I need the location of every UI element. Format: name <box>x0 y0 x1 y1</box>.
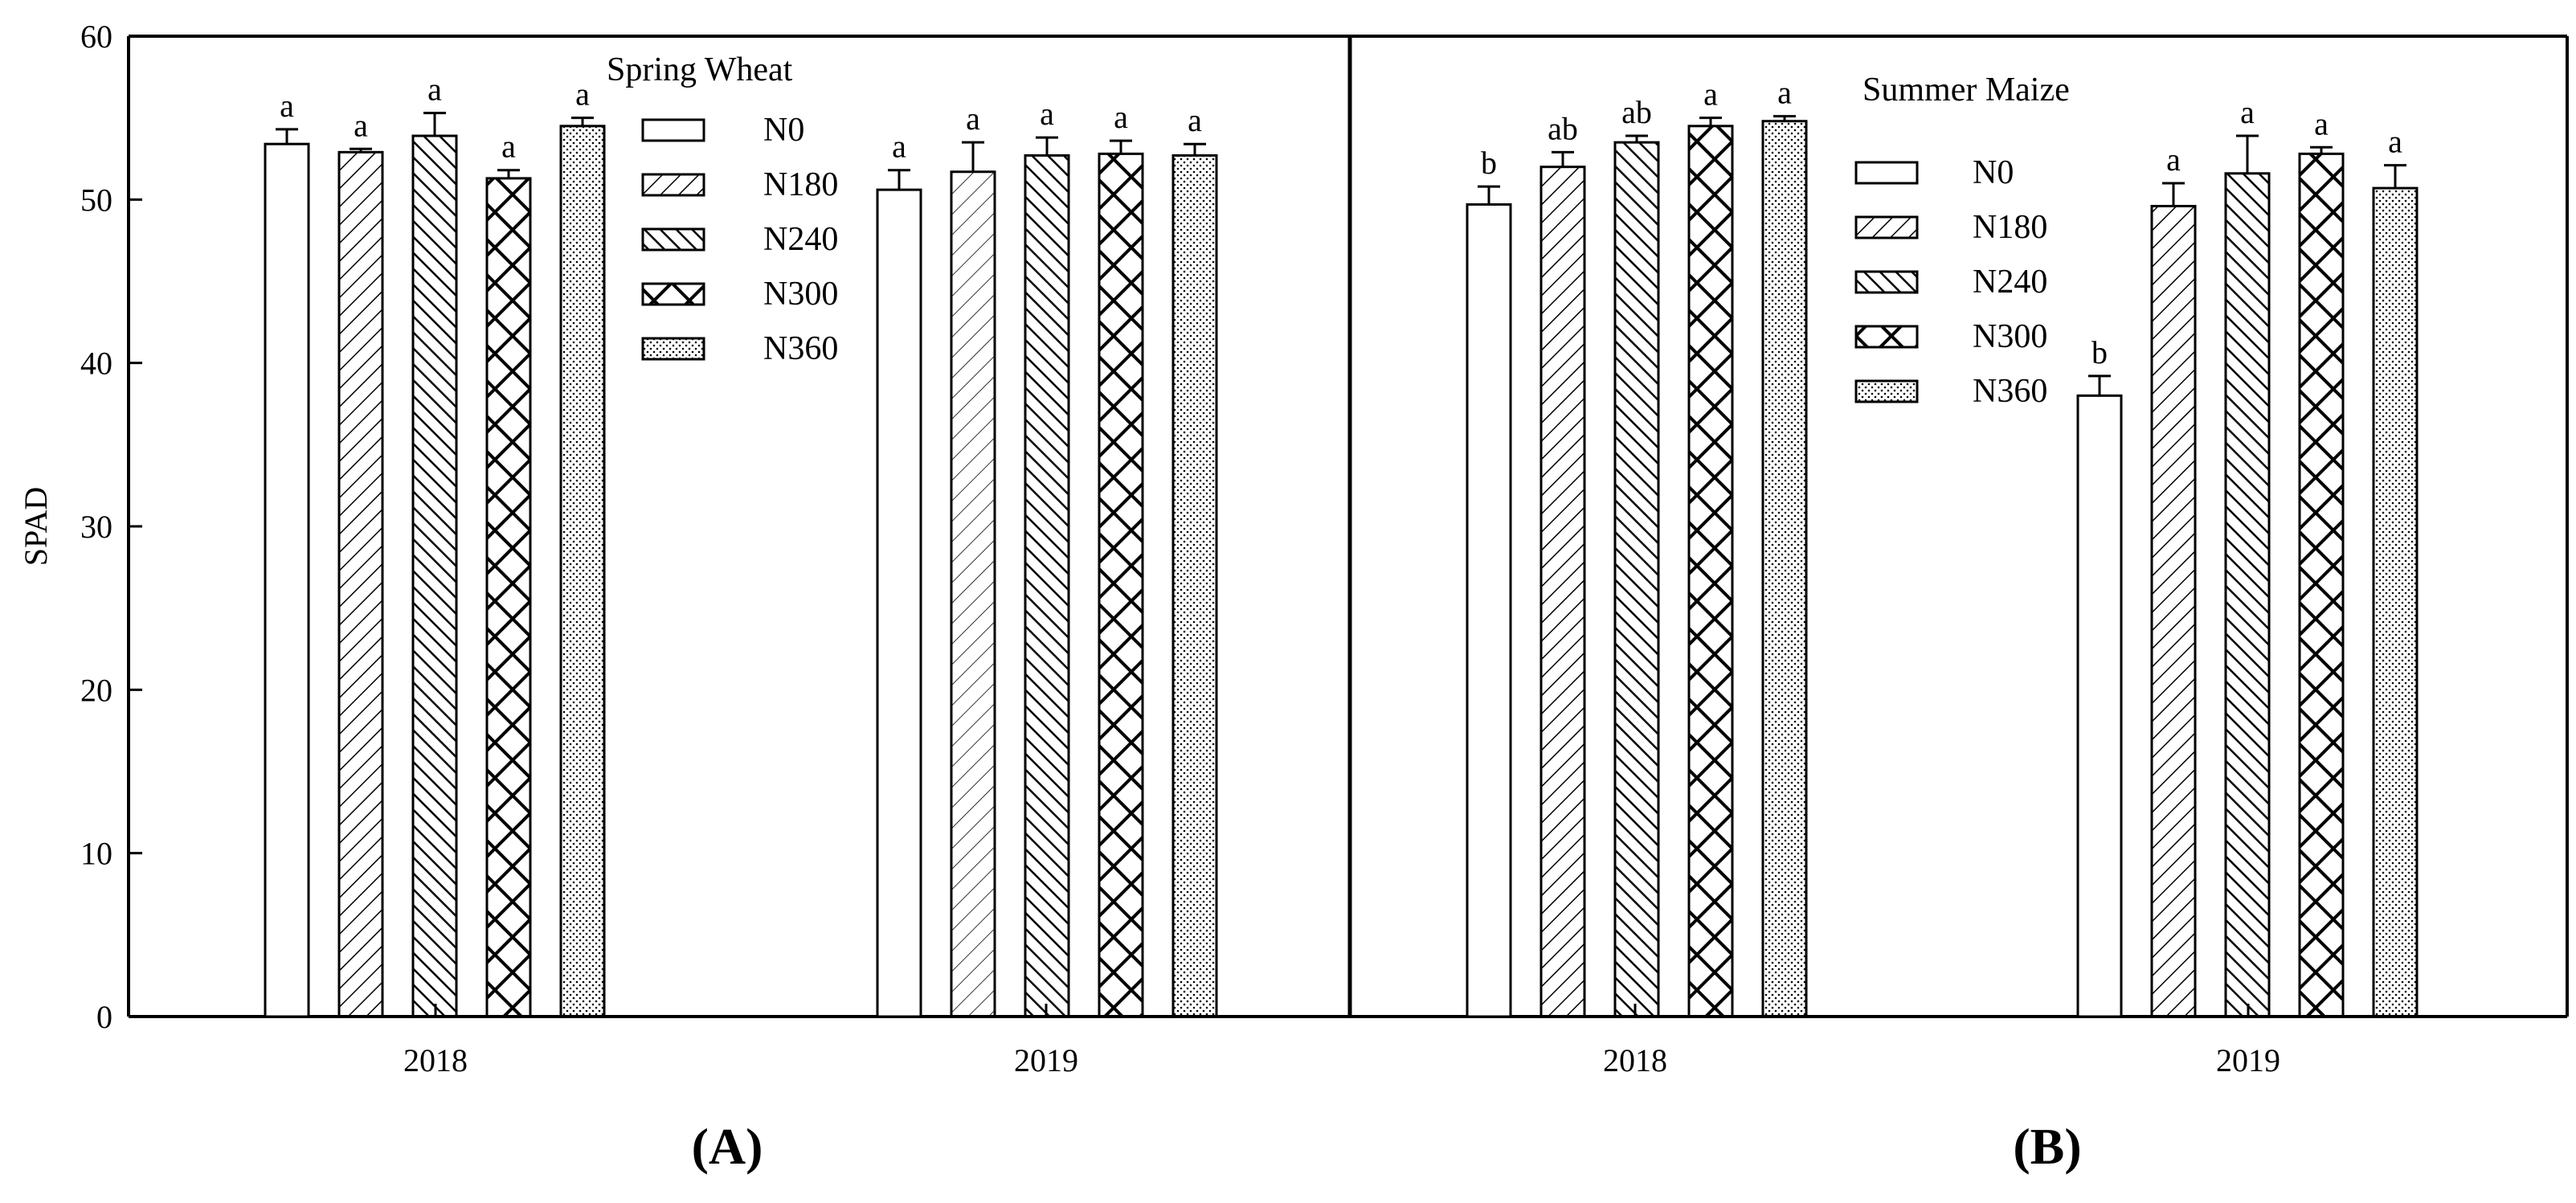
significance-letter: a <box>575 76 590 113</box>
bar-2018-N0 <box>264 142 310 1018</box>
legend-swatch-N360 <box>1854 379 1919 403</box>
significance-letter: a <box>2240 94 2255 130</box>
x-tick-label: 2018 <box>1603 1042 1667 1078</box>
panel-label: (B) <box>2013 1118 2081 1175</box>
bar-2018-N300 <box>1687 125 1734 1018</box>
significance-letter: a <box>1114 99 1128 135</box>
legend-label-N360: N360 <box>1973 373 2047 410</box>
y-tick-label: 40 <box>80 346 112 382</box>
legend-swatch-N240 <box>1854 270 1919 294</box>
legend-label-N240: N240 <box>763 221 838 258</box>
significance-letter: a <box>354 107 368 143</box>
bar-2018-N360 <box>559 125 606 1018</box>
y-tick-label: 50 <box>80 182 112 218</box>
y-tick-label: 30 <box>80 509 112 545</box>
bar-2019-N300 <box>2298 152 2345 1018</box>
bar-2019-N360 <box>2372 186 2419 1018</box>
legend-swatch-N300 <box>641 282 705 306</box>
y-axis-label: SPAD <box>18 487 54 567</box>
significance-letter: a <box>2388 124 2402 160</box>
bar-group: a a a a a a a a a a <box>264 72 1218 1018</box>
legend-swatch-N240 <box>641 227 705 252</box>
x-axis-ticks: 2018 2019 <box>1603 1004 2280 1078</box>
legend-label-N0: N0 <box>763 112 804 149</box>
significance-letter: a <box>427 72 442 108</box>
significance-letter: ab <box>1548 110 1578 146</box>
legend-swatch-N180 <box>641 173 705 197</box>
legend-label-N180: N180 <box>1973 209 2047 246</box>
panel-label: (A) <box>692 1118 763 1175</box>
bar-2018-N360 <box>1761 120 1808 1018</box>
panel-title: Spring Wheat <box>607 51 793 88</box>
x-tick-label: 2019 <box>1014 1042 1078 1078</box>
significance-letter: a <box>501 129 516 165</box>
bar-2019-N0 <box>2076 394 2123 1018</box>
significance-letter: a <box>1777 75 1792 111</box>
significance-letter: a <box>280 88 294 124</box>
significance-letter: ab <box>1621 94 1652 130</box>
x-tick-label: 2019 <box>2216 1042 2280 1078</box>
y-axis-ticks: 0 10 20 30 40 50 60 <box>80 18 142 1035</box>
significance-letter: b <box>2091 334 2108 370</box>
significance-letter: a <box>892 129 906 165</box>
bar-2019-N240 <box>1024 153 1070 1018</box>
legend-swatch-N180 <box>1854 215 1919 239</box>
bar-2019-N300 <box>1098 152 1144 1018</box>
legend-swatch-N0 <box>641 118 705 142</box>
bar-2019-N240 <box>2224 172 2271 1018</box>
bar-2018-N180 <box>1539 166 1586 1018</box>
panel-title: Summer Maize <box>1862 72 2070 108</box>
bar-2018-N240 <box>1613 141 1660 1018</box>
bar-2019-N180 <box>950 170 996 1018</box>
significance-letter: a <box>1040 96 1054 132</box>
bar-2018-N0 <box>1466 203 1512 1018</box>
legend: N0 N180 N240 N300 N360 <box>1854 154 2047 410</box>
significance-letter: b <box>1481 145 1497 181</box>
bar-2018-N240 <box>411 134 458 1018</box>
legend-swatch-N0 <box>1854 161 1919 185</box>
significance-letter: a <box>2166 141 2181 178</box>
significance-letter: a <box>966 100 980 137</box>
legend-label-N0: N0 <box>1973 154 2014 191</box>
bar-2019-N0 <box>876 188 922 1018</box>
bar-2019-N360 <box>1171 153 1218 1018</box>
legend-swatch-N300 <box>1854 325 1919 349</box>
significance-letter: a <box>2314 105 2329 141</box>
bar-2018-N300 <box>485 177 532 1018</box>
legend-label-N180: N180 <box>763 166 838 203</box>
legend-label-N360: N360 <box>763 330 838 367</box>
significance-letter: a <box>1703 76 1718 113</box>
x-tick-label: 2018 <box>403 1042 468 1078</box>
panel-spring-wheat: Spring Wheat a a a a a a a a a a N0 N180 N240 N300 N3… <box>264 51 1218 1175</box>
legend-swatch-N360 <box>641 337 705 361</box>
legend-label-N300: N300 <box>763 276 838 313</box>
legend-label-N300: N300 <box>1973 318 2047 355</box>
bar-2019-N180 <box>2150 204 2197 1018</box>
y-tick-label: 10 <box>80 836 112 872</box>
legend-label-N240: N240 <box>1973 264 2047 301</box>
y-tick-label: 0 <box>96 999 112 1035</box>
legend: N0 N180 N240 N300 N360 <box>641 112 838 367</box>
y-tick-label: 20 <box>80 672 112 708</box>
bar-2018-N180 <box>337 150 384 1018</box>
y-tick-label: 60 <box>80 18 112 55</box>
significance-letter: a <box>1188 102 1202 138</box>
x-axis-ticks: 2018 2019 <box>403 1004 1078 1078</box>
